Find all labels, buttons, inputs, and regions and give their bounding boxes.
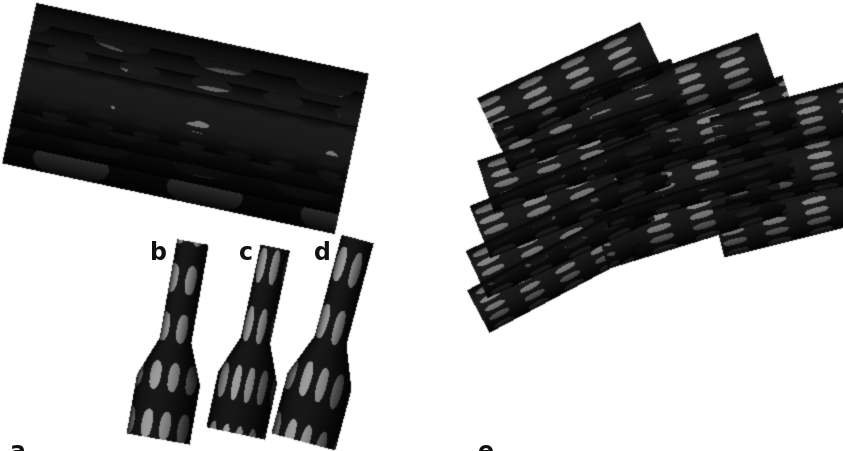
Text: c: c [239,241,253,265]
Text: e: e [478,440,494,451]
Text: d: d [314,241,330,265]
Text: a: a [10,440,26,451]
Text: b: b [150,241,167,265]
